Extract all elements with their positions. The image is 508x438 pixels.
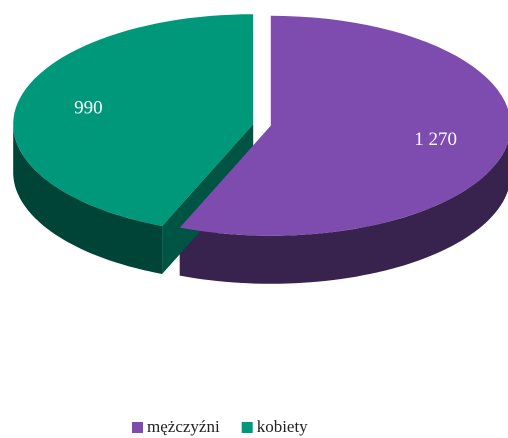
legend-label: kobiety (257, 417, 308, 436)
slice (13, 14, 254, 227)
value-label: 1 270 (414, 129, 457, 150)
legend-swatch (132, 422, 143, 433)
value-label: 990 (74, 98, 103, 119)
slice-side-wall (13, 124, 163, 274)
legend-swatch (241, 422, 253, 433)
slice-side-wall (179, 142, 508, 284)
legend-label: mężczyźni (147, 417, 220, 436)
slice (179, 15, 508, 236)
